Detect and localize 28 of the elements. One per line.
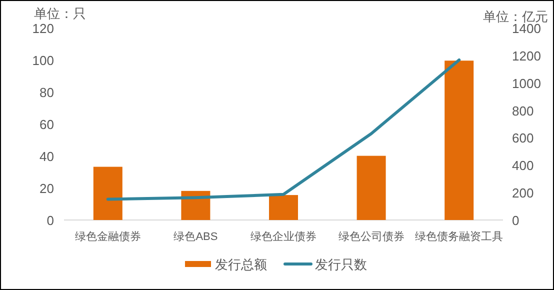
bar [93,166,122,220]
y-tick-label: 100 [32,53,54,68]
y-tick-label: 40 [40,149,54,164]
y-tick-label: 60 [40,117,54,132]
y2-tick-label: 0 [512,213,520,228]
y-tick-label: 120 [32,21,54,36]
x-tick-label: 绿色金融债券 [74,230,141,243]
x-tick-label: 绿色企业债券 [250,230,316,243]
y2-tick-label: 800 [512,103,534,118]
line-series [106,58,461,201]
y2-tick-label: 600 [512,130,534,146]
x-tick-label: 绿色债务融资工具 [415,231,504,243]
bar [356,156,386,220]
y-tick-label: 80 [40,85,54,100]
y2-tick-label: 400 [512,158,534,174]
legend-label: 发行只数 [315,257,367,272]
legend-label: 发行总额 [215,257,267,272]
y2-axis-title: 单位：亿元 [483,9,548,24]
y2-tick-label: 1200 [512,48,541,64]
bar [444,60,474,220]
x-tick-label: 绿色ABS [174,231,218,243]
x-tick-label: 绿色公司债券 [338,230,404,243]
y-tick-label: 20 [40,181,54,196]
y2-tick-label: 200 [512,186,534,201]
y2-tick-label: 1000 [512,76,541,91]
y-axis-title: 单位：只 [34,6,86,21]
bar [269,195,298,220]
y-tick-label: 0 [46,213,54,228]
